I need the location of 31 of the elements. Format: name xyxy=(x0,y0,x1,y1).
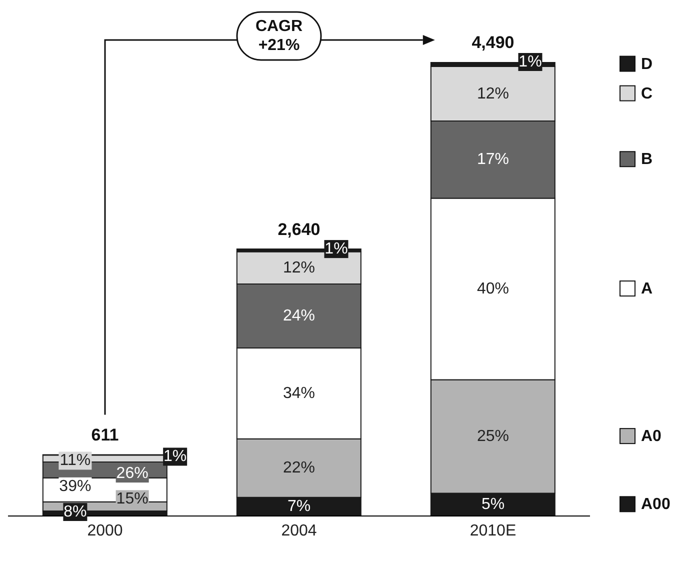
x-tick-label: 2004 xyxy=(281,522,317,540)
legend-label: C xyxy=(641,85,653,102)
annotation: 8% xyxy=(64,504,87,520)
annotation: 34% xyxy=(282,384,316,402)
annotation: 7% xyxy=(287,498,311,516)
annotation: 611 xyxy=(91,426,119,445)
annotation: 26% xyxy=(116,465,148,482)
x-tick-label: 2000 xyxy=(87,522,123,540)
legend-label: A0 xyxy=(641,428,662,446)
annotation: 12% xyxy=(282,259,316,276)
annotation: 17% xyxy=(476,151,510,168)
annotation: 11% xyxy=(60,452,91,470)
annotation: 15% xyxy=(116,490,148,508)
annotation: 1% xyxy=(164,448,187,466)
annotation: 1% xyxy=(518,54,542,70)
text: 4,490 xyxy=(472,33,514,52)
annotation: 22% xyxy=(282,460,316,477)
x-tick-label: 2010E xyxy=(470,522,516,540)
annotation: 40% xyxy=(476,280,510,298)
text: CAGR +21% xyxy=(255,18,303,54)
legend-label: B xyxy=(641,151,653,168)
legend-label: D xyxy=(641,56,653,73)
annotation: 24% xyxy=(282,308,316,325)
annotation: 12% xyxy=(476,85,510,102)
annotation: 39% xyxy=(59,478,92,495)
annotation: 2,640 xyxy=(278,220,320,240)
annotation: 1% xyxy=(324,240,348,258)
legend-label: A00 xyxy=(641,496,670,514)
legend-label: A xyxy=(641,280,653,298)
annotation: 25% xyxy=(476,428,510,446)
annotation: 5% xyxy=(481,496,505,514)
